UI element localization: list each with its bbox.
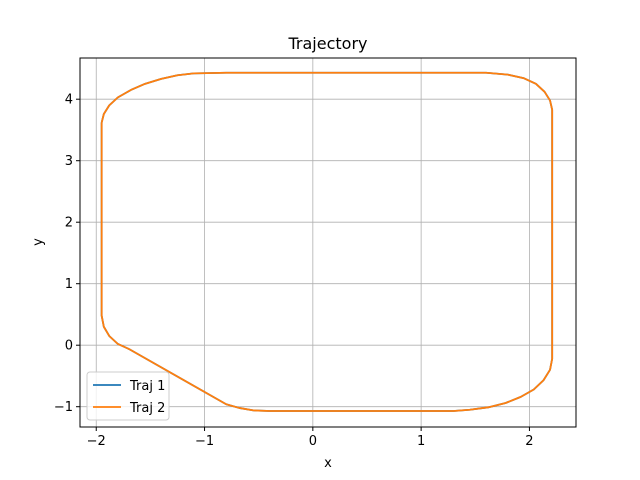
legend-label-traj-2: Traj 2	[129, 401, 165, 416]
y-axis-label: y	[31, 238, 46, 246]
x-tick-label: 2	[525, 434, 533, 449]
y-tick-label: −1	[54, 400, 73, 415]
legend-label-traj-1: Traj 1	[129, 379, 165, 394]
y-tick-label: 4	[65, 93, 73, 108]
chart-title: Trajectory	[288, 34, 368, 53]
series-layer	[100, 71, 554, 412]
series-line-traj-2	[100, 71, 554, 412]
x-tick-label: 1	[417, 434, 425, 449]
y-tick-label: 2	[65, 216, 73, 231]
grid-lines	[80, 58, 576, 427]
x-tick-label: 0	[309, 434, 317, 449]
y-tick-label: 1	[65, 277, 73, 292]
x-tick-label: −2	[87, 434, 106, 449]
plot-frame	[79, 57, 577, 428]
axis-ticks: −2 −1 0 1 2 −1 0 1 2 3 4	[54, 93, 534, 449]
y-tick-label: 0	[65, 339, 73, 354]
x-axis-label: x	[324, 456, 332, 471]
x-tick-label: −1	[195, 434, 214, 449]
legend: Traj 1 Traj 2	[86, 371, 170, 421]
legend-box	[86, 371, 170, 421]
y-tick-label: 3	[65, 154, 73, 169]
